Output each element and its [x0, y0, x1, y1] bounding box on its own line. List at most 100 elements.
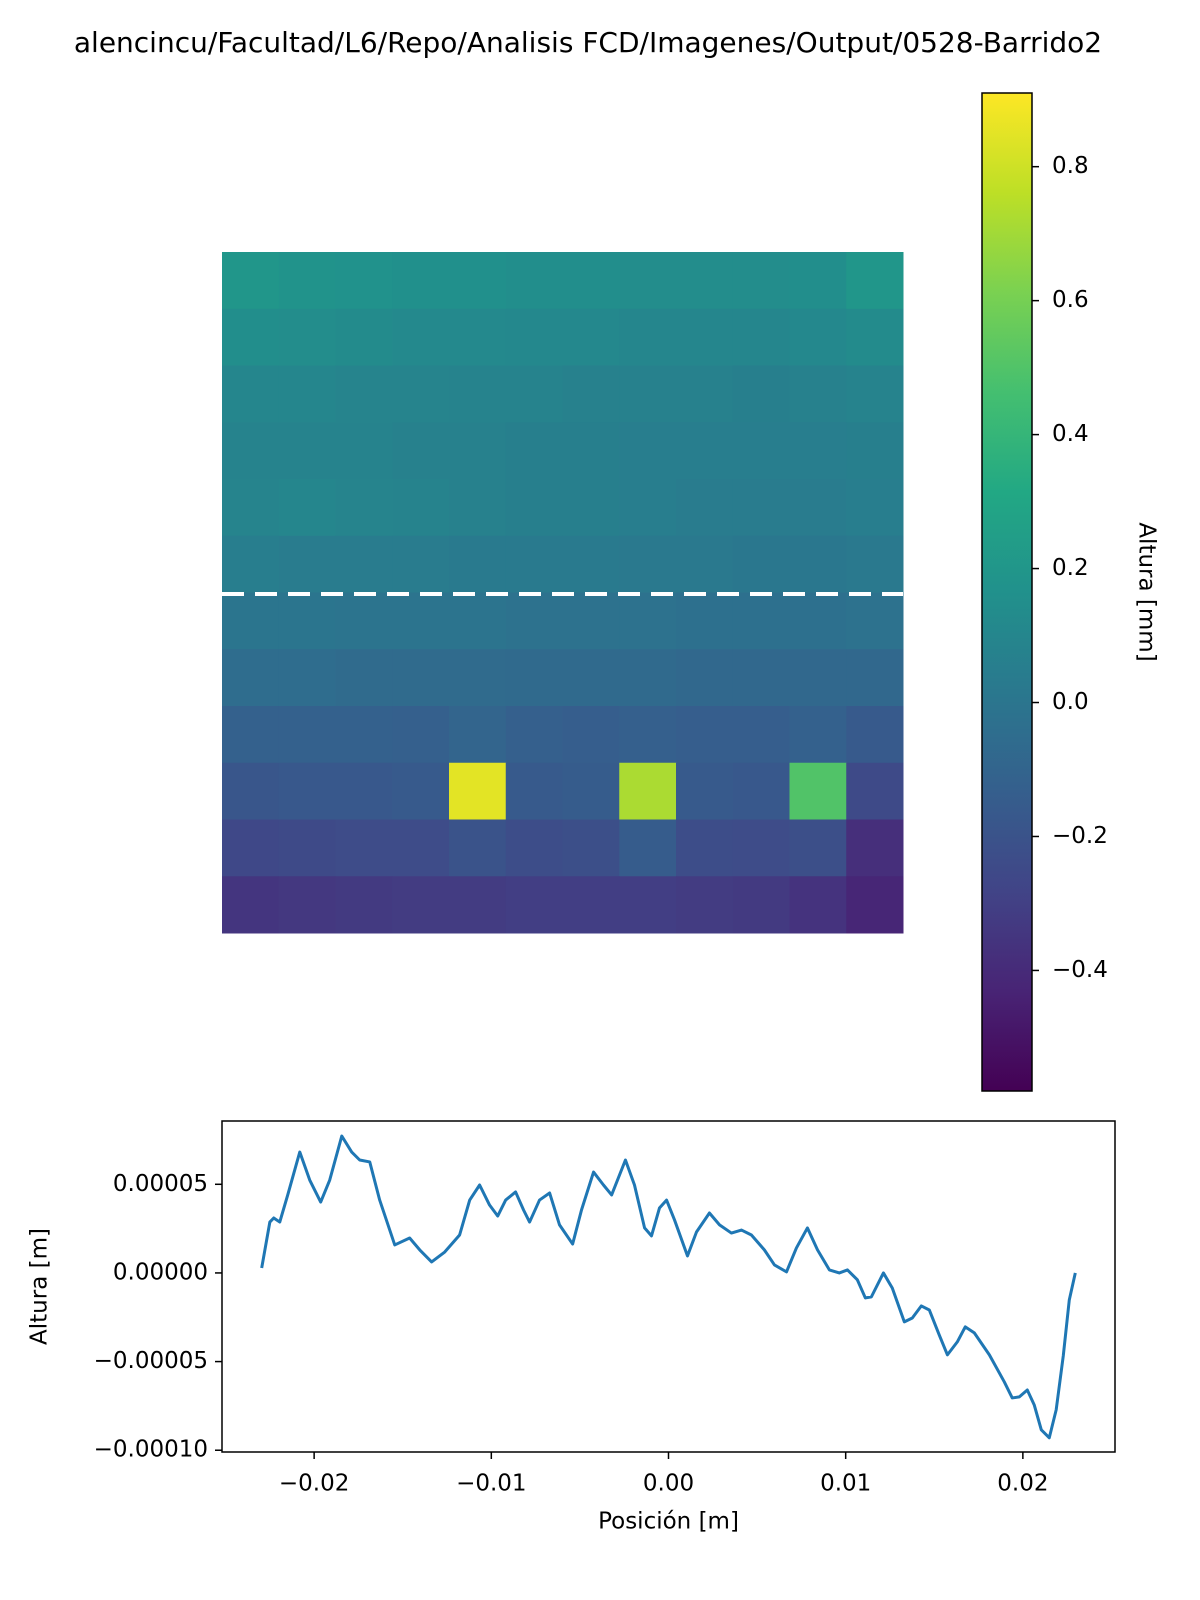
heatmap-cell [789, 252, 847, 310]
heatmap-cell [505, 365, 563, 423]
heatmap-cell [505, 649, 563, 707]
heatmap-cell [619, 422, 677, 480]
x-tick-label: 0.01 [820, 1471, 871, 1497]
heatmap-cell [676, 649, 734, 707]
profile-plot: −0.02 −0.01 0.00 0.01 0.02 −0.00010 −0.00005 0.… [27, 1120, 1116, 1535]
heatmap-cell [619, 479, 677, 537]
heatmap-cell [335, 592, 393, 650]
heatmap-cell [846, 762, 904, 820]
heatmap-cell [278, 535, 336, 593]
heatmap-cell [449, 365, 507, 423]
heatmap-cell [278, 422, 336, 480]
heatmap-cell [732, 252, 790, 310]
heatmap-cell [562, 876, 620, 934]
heatmap-cell [619, 819, 677, 877]
heatmap-cell [392, 308, 450, 366]
heatmap-cell [449, 252, 507, 310]
heatmap-cell [505, 308, 563, 366]
heatmap-cell [392, 649, 450, 707]
heatmap-cell [392, 365, 450, 423]
heatmap-cell [732, 422, 790, 480]
heatmap-cell [846, 819, 904, 877]
heatmap-cell [278, 706, 336, 764]
heatmap-cell [619, 876, 677, 934]
heatmap-cell [278, 649, 336, 707]
heatmap-cell [619, 762, 677, 820]
heatmap-cell [222, 762, 280, 820]
heatmap-cell [222, 479, 280, 537]
colorbar-label: Altura [mm] [1134, 522, 1160, 661]
heatmap-cell [789, 649, 847, 707]
heatmap-cell [562, 649, 620, 707]
heatmap-cell [505, 479, 563, 537]
colorbar-tick-label: −0.2 [1052, 823, 1108, 849]
heatmap-cell [619, 649, 677, 707]
heatmap-cell [676, 876, 734, 934]
x-tick-label: 0.02 [997, 1471, 1048, 1497]
heatmap-cell [222, 819, 280, 877]
heatmap-cell [449, 308, 507, 366]
colorbar-tick-label: 0.4 [1052, 421, 1089, 447]
heatmap-cell [392, 876, 450, 934]
heatmap-cell [335, 535, 393, 593]
heatmap-cell [222, 252, 280, 310]
heatmap-cell [278, 876, 336, 934]
heatmap-cell [846, 706, 904, 764]
y-tick-label: −0.00010 [94, 1437, 208, 1463]
heatmap-cell [676, 252, 734, 310]
heatmap-cell [789, 308, 847, 366]
heatmap-cell [392, 819, 450, 877]
heatmap-cell [732, 819, 790, 877]
heatmap-cell [335, 706, 393, 764]
heatmap-cell [505, 762, 563, 820]
heatmap-cell [278, 592, 336, 650]
heatmap-cell [449, 762, 507, 820]
x-tick-label: 0.00 [643, 1471, 694, 1497]
heatmap-cell [222, 422, 280, 480]
heatmap-cell [392, 422, 450, 480]
heatmap-cell [562, 535, 620, 593]
profile-line [260, 1134, 1077, 1440]
heatmap-cell [732, 762, 790, 820]
heatmap-cell [392, 706, 450, 764]
heatmap-cell [222, 535, 280, 593]
heatmap-cell [562, 422, 620, 480]
x-axis-label: Posición [m] [598, 1509, 739, 1535]
heatmap-cell [732, 308, 790, 366]
heatmap-cell [789, 819, 847, 877]
heatmap-cell [449, 535, 507, 593]
heatmap-cell [278, 365, 336, 423]
heatmap-cell [222, 706, 280, 764]
x-tick-label: −0.02 [279, 1471, 349, 1497]
heatmap-cell [335, 876, 393, 934]
heatmap-cell [846, 479, 904, 537]
heatmap-cell [562, 252, 620, 310]
colorbar: −0.4 −0.2 0.0 0.2 0.4 0.6 0.8 Altura [mm] [981, 92, 1160, 1092]
heatmap-cell [846, 252, 904, 310]
figure-title: alencincu/Facultad/L6/Repo/Analisis FCD/… [74, 26, 1102, 59]
heatmap-cell [789, 479, 847, 537]
heatmap-cell [676, 535, 734, 593]
heatmap-cell [562, 365, 620, 423]
heatmap-cell [676, 706, 734, 764]
heatmap-cell [676, 592, 734, 650]
heatmap-cell [846, 365, 904, 423]
heatmap-cell [789, 422, 847, 480]
heatmap-cell [846, 876, 904, 934]
heatmap-cell [676, 422, 734, 480]
heatmap-cell [562, 592, 620, 650]
heatmap-cell [505, 252, 563, 310]
heatmap-cell [505, 535, 563, 593]
heatmap-cell [619, 706, 677, 764]
colorbar-tick-label: −0.4 [1052, 957, 1108, 983]
heatmap-cell [562, 706, 620, 764]
colorbar-tick-label: 0.6 [1052, 287, 1089, 313]
heatmap-cell [676, 479, 734, 537]
heatmap-cell [619, 365, 677, 423]
heatmap-cell [335, 762, 393, 820]
heatmap-cell [789, 706, 847, 764]
heatmap-cell [732, 479, 790, 537]
heatmap-cell [789, 535, 847, 593]
y-tick-label: 0.00000 [113, 1259, 208, 1285]
heatmap-cell [278, 308, 336, 366]
